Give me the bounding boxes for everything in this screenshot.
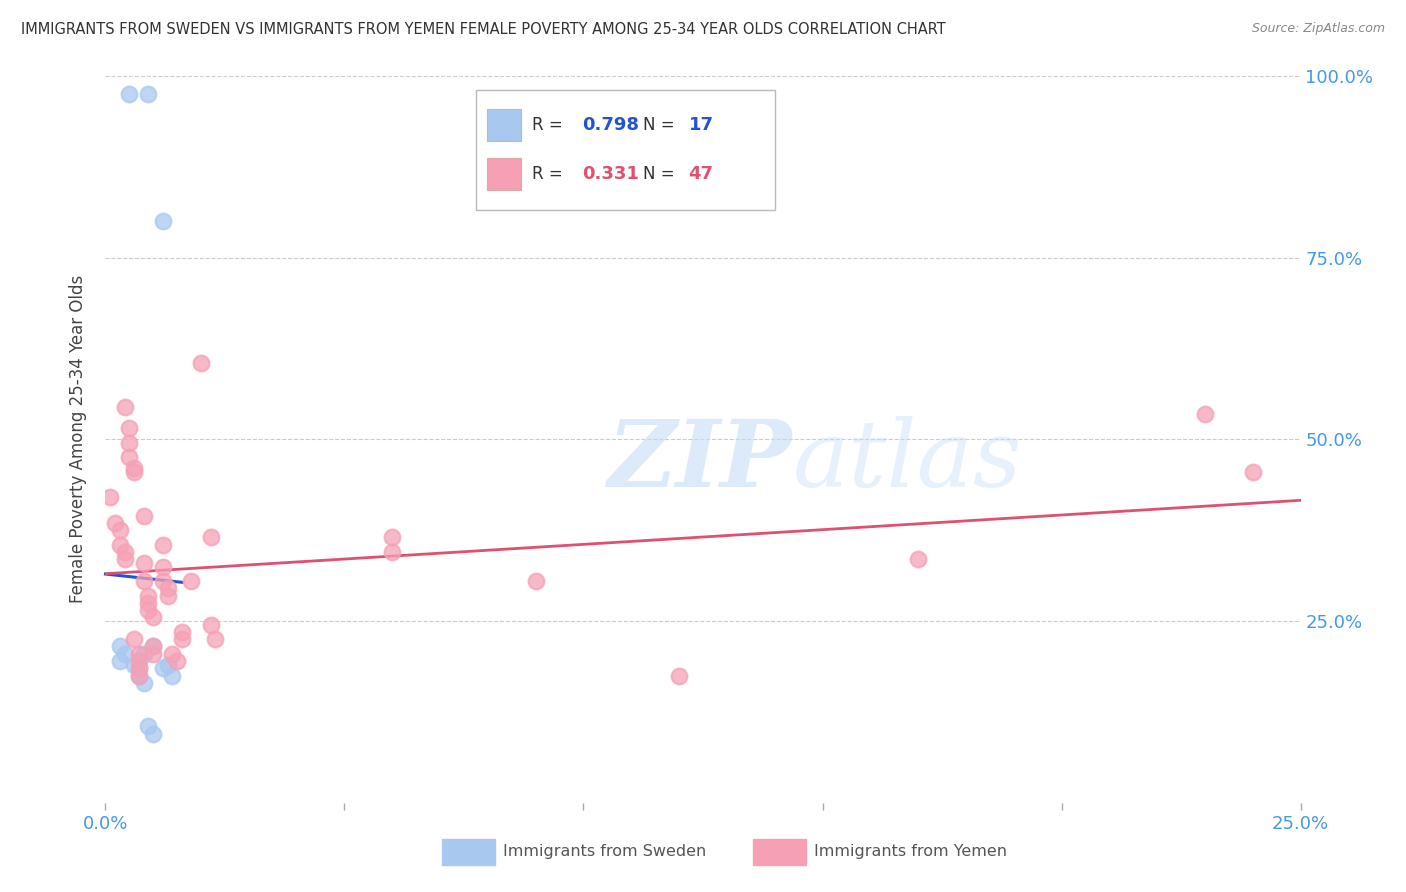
Point [128, 661, 150, 675]
Point [108, 640, 131, 654]
Point [128, 661, 150, 675]
FancyBboxPatch shape [443, 839, 495, 865]
Text: N =: N = [644, 116, 681, 134]
Point [162, 668, 184, 682]
Point [907, 552, 929, 566]
Point [132, 508, 155, 523]
Point [122, 632, 145, 647]
Point [170, 632, 193, 647]
Point [118, 436, 141, 450]
Point [132, 647, 155, 661]
Point [132, 556, 155, 570]
Point [138, 589, 160, 603]
Point [114, 545, 136, 559]
Point [128, 647, 150, 661]
Text: R =: R = [531, 116, 568, 134]
Point [98, 491, 121, 505]
Point [114, 552, 136, 566]
Text: ZIP: ZIP [607, 417, 792, 506]
Point [122, 465, 145, 479]
Point [381, 545, 404, 559]
Point [204, 632, 226, 647]
Point [108, 538, 131, 552]
Point [190, 356, 212, 370]
Text: IMMIGRANTS FROM SWEDEN VS IMMIGRANTS FROM YEMEN FEMALE POVERTY AMONG 25-34 YEAR : IMMIGRANTS FROM SWEDEN VS IMMIGRANTS FRO… [21, 22, 946, 37]
Point [156, 589, 179, 603]
Point [1194, 407, 1216, 421]
Point [128, 668, 150, 682]
Point [114, 647, 136, 661]
Text: 17: 17 [689, 116, 714, 134]
Point [114, 400, 136, 414]
Point [180, 574, 202, 588]
Text: Source: ZipAtlas.com: Source: ZipAtlas.com [1251, 22, 1385, 36]
Point [156, 657, 179, 672]
FancyBboxPatch shape [754, 839, 806, 865]
Text: Immigrants from Yemen: Immigrants from Yemen [814, 844, 1007, 859]
Text: Immigrants from Sweden: Immigrants from Sweden [503, 844, 707, 859]
FancyBboxPatch shape [486, 158, 522, 190]
Point [524, 574, 547, 588]
Text: 47: 47 [689, 165, 714, 183]
Text: 0.331: 0.331 [582, 165, 640, 183]
Point [200, 617, 222, 632]
Text: R =: R = [531, 165, 568, 183]
Point [152, 661, 174, 675]
Point [152, 538, 174, 552]
Point [138, 596, 160, 610]
Point [152, 559, 174, 574]
FancyBboxPatch shape [486, 109, 522, 141]
Text: N =: N = [644, 165, 681, 183]
Point [668, 668, 690, 682]
Point [128, 668, 150, 682]
FancyBboxPatch shape [475, 90, 775, 211]
Point [142, 610, 165, 624]
Point [128, 654, 150, 668]
Point [1241, 465, 1264, 479]
Point [162, 647, 184, 661]
Point [138, 719, 160, 733]
Point [122, 657, 145, 672]
Point [142, 727, 165, 741]
Point [152, 574, 174, 588]
Point [156, 582, 179, 596]
Point [170, 624, 193, 639]
Point [132, 574, 155, 588]
Point [142, 640, 165, 654]
Point [166, 654, 188, 668]
Point [138, 603, 160, 617]
Point [118, 450, 141, 465]
Point [104, 516, 127, 530]
Y-axis label: Female Poverty Among 25-34 Year Olds: Female Poverty Among 25-34 Year Olds [69, 276, 87, 603]
Point [132, 676, 155, 690]
Point [108, 654, 131, 668]
Point [108, 523, 131, 537]
Point [200, 531, 222, 545]
Point [142, 640, 165, 654]
Point [122, 461, 145, 475]
Point [138, 87, 160, 101]
Point [142, 647, 165, 661]
Point [381, 531, 404, 545]
Text: atlas: atlas [793, 417, 1022, 506]
Text: 0.798: 0.798 [582, 116, 640, 134]
Point [118, 87, 141, 101]
Point [152, 214, 174, 228]
Point [118, 421, 141, 435]
